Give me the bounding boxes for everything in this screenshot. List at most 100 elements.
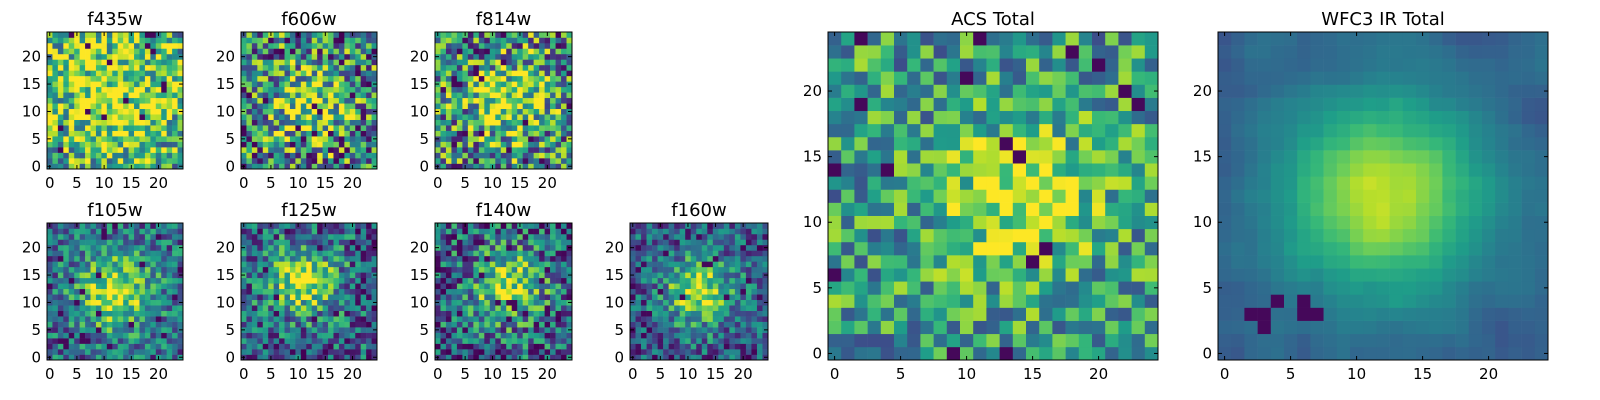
pixel-cell [500,354,507,361]
pixel-cell [349,316,356,322]
pixel-cell [79,48,86,55]
pixel-cell [161,354,167,361]
pixel-cell [333,108,340,115]
pixel-cell [134,316,140,322]
pixel-cell [867,333,882,348]
pixel-cell [718,272,725,279]
pixel-cell [306,332,313,339]
pixel-cell [123,70,129,77]
pixel-cell [729,288,736,295]
pixel-cell [435,59,441,66]
pixel-cell [685,272,692,279]
pixel-cell [360,125,367,131]
panel-title: f140w [476,200,531,221]
pixel-cell [544,147,551,153]
pixel-cell [467,332,474,339]
pixel-cell [134,343,140,350]
pixel-cell [467,239,474,246]
pixel-cell [144,75,151,82]
pixel-cell [539,261,545,268]
pixel-cell [344,108,351,115]
pixel-cell [718,239,725,246]
pixel-cell [306,354,313,361]
pixel-cell [707,255,714,262]
pixel-cell [344,130,351,137]
pixel-cell [112,349,119,355]
pixel-cell [986,176,1000,190]
pixel-cell [257,277,264,284]
pixel-cell [328,163,334,170]
pixel-cell [95,299,102,306]
pixel-cell [257,338,264,344]
pixel-cell [566,228,573,235]
pixel-cell [467,343,474,350]
pixel-cell [555,239,562,246]
pixel-cell [467,42,474,49]
pixel-cell [679,338,686,344]
pixel-cell [257,125,264,131]
pixel-cell [355,37,361,44]
x-tick-label: 5 [266,365,276,383]
pixel-cell [177,103,184,110]
pixel-cell [690,223,697,229]
pixel-cell [279,158,285,164]
pixel-cell [68,294,75,301]
pixel-cell [701,332,708,339]
pixel-cell [999,228,1014,243]
pixel-cell [63,261,70,268]
pixel-cell [333,223,340,229]
pixel-cell [328,283,334,290]
pixel-cell [635,310,642,317]
pixel-cell [445,223,452,229]
pixel-cell [166,343,173,350]
pixel-cell [550,310,556,317]
pixel-cell [445,349,452,355]
pixel-cell [718,321,725,328]
pixel-cell [723,272,730,279]
pixel-cell [251,108,258,115]
pixel-cell [544,136,551,142]
pixel-cell [112,244,119,251]
pixel-cell [663,299,669,306]
pixel-cell [740,228,747,235]
pixel-cell [63,48,70,55]
pixel-cell [500,288,507,295]
pixel-cell [517,321,523,328]
pixel-cell [246,108,253,115]
pixel-cell [533,75,540,82]
pixel-cell [144,310,151,317]
pixel-cell [880,189,895,203]
pixel-cell [262,163,269,170]
pixel-cell [701,272,708,279]
pixel-cell [550,305,556,311]
pixel-cell [960,307,974,321]
pixel-cell [456,316,463,322]
pixel-cell [550,86,556,93]
pixel-cell [295,299,302,306]
pixel-cell [445,136,452,142]
pixel-cell [273,53,280,60]
pixel-cell [177,288,184,295]
pixel-cell [440,327,447,333]
pixel-cell [57,305,64,311]
pixel-cell [1039,189,1053,203]
pixel-cell [68,299,75,306]
pixel-cell [435,42,441,49]
pixel-cell [273,338,280,344]
pixel-cell [317,310,323,317]
pixel-cell [1052,281,1066,295]
pixel-cell [473,277,480,284]
pixel-cell [484,349,491,355]
pixel-cell [63,250,70,257]
pixel-cell [539,158,545,164]
pixel-cell [652,250,658,257]
pixel-cell [920,268,934,282]
pixel-cell [451,37,458,44]
pixel-cell [445,92,452,99]
pixel-cell [306,250,313,257]
pixel-cell [68,354,75,361]
pixel-cell [555,354,562,361]
pixel-cell [257,343,264,350]
pixel-cell [123,272,129,279]
pixel-cell [333,136,340,142]
